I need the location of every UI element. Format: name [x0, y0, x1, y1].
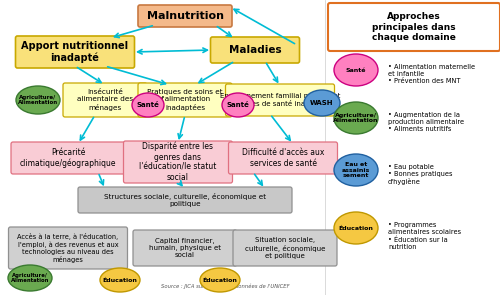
Text: Eau et
assainis
sement: Eau et assainis sement — [342, 162, 370, 178]
Ellipse shape — [16, 86, 60, 114]
FancyBboxPatch shape — [228, 142, 338, 174]
Ellipse shape — [334, 54, 378, 86]
FancyBboxPatch shape — [328, 3, 500, 51]
Text: Environnement familial malsain et
services de santé inadaptés: Environnement familial malsain et servic… — [220, 93, 340, 107]
Text: Agriculture/
Alimentation: Agriculture/ Alimentation — [333, 113, 379, 123]
FancyBboxPatch shape — [63, 83, 147, 117]
Text: Pratiques de soins et
d'alimentation
inadaptées: Pratiques de soins et d'alimentation ina… — [147, 89, 223, 111]
FancyBboxPatch shape — [133, 230, 237, 266]
Text: Structures sociale, culturelle, économique et
politique: Structures sociale, culturelle, économiq… — [104, 193, 266, 207]
Ellipse shape — [334, 102, 378, 134]
Text: WASH: WASH — [310, 100, 334, 106]
Text: Maladies: Maladies — [228, 45, 281, 55]
Text: • Eau potable
• Bonnes pratiques
d'hygiène: • Eau potable • Bonnes pratiques d'hygiè… — [388, 164, 452, 185]
Text: Source : JICA sur la base de données de l'UNICEF: Source : JICA sur la base de données de … — [162, 283, 290, 289]
Text: Santé: Santé — [346, 68, 366, 73]
Text: • Augmentation de la
production alimentaire
• Aliments nutritifs: • Augmentation de la production alimenta… — [388, 112, 464, 132]
FancyBboxPatch shape — [78, 187, 292, 213]
Ellipse shape — [100, 268, 140, 292]
Text: Agriculture/
Alimentation: Agriculture/ Alimentation — [18, 95, 58, 105]
Text: Accès à la terre, à l'éducation,
l'emploi, à des revenus et aux
technologies au : Accès à la terre, à l'éducation, l'emplo… — [18, 233, 118, 263]
FancyBboxPatch shape — [138, 83, 232, 117]
Ellipse shape — [200, 268, 240, 292]
FancyBboxPatch shape — [210, 37, 300, 63]
Text: Difficulté d'accès aux
services de santé: Difficulté d'accès aux services de santé — [242, 148, 324, 168]
Text: Santé: Santé — [136, 102, 160, 108]
FancyBboxPatch shape — [8, 227, 128, 269]
Text: Santé: Santé — [226, 102, 250, 108]
Ellipse shape — [304, 90, 340, 116]
Text: Éducation: Éducation — [102, 278, 138, 283]
Text: Agriculture/
Alimentation: Agriculture/ Alimentation — [11, 273, 49, 283]
Text: Apport nutritionnel
inadapté: Apport nutritionnel inadapté — [22, 41, 128, 63]
Ellipse shape — [334, 212, 378, 244]
Text: Situation sociale,
culturelle, économique
et politique: Situation sociale, culturelle, économiqu… — [245, 237, 325, 259]
Text: Éducation: Éducation — [338, 225, 374, 230]
Text: Disparité entre les
genres dans
l'éducation/le statut
social: Disparité entre les genres dans l'éducat… — [140, 142, 216, 182]
FancyBboxPatch shape — [124, 141, 232, 183]
Text: • Programmes
alimentaires scolaires
• Éducation sur la
nutrition: • Programmes alimentaires scolaires • Éd… — [388, 222, 461, 250]
Ellipse shape — [222, 93, 254, 117]
FancyBboxPatch shape — [11, 142, 125, 174]
Text: Approches
principales dans
chaque domaine: Approches principales dans chaque domain… — [372, 12, 456, 42]
FancyBboxPatch shape — [16, 36, 134, 68]
FancyBboxPatch shape — [226, 84, 334, 116]
Ellipse shape — [334, 154, 378, 186]
Text: Précarité
climatique/géographique: Précarité climatique/géographique — [20, 148, 116, 168]
FancyBboxPatch shape — [138, 5, 232, 27]
Text: • Alimentation maternelle
et infantile
• Prévention des MNT: • Alimentation maternelle et infantile •… — [388, 64, 475, 84]
Ellipse shape — [132, 93, 164, 117]
Ellipse shape — [8, 265, 52, 291]
Text: Éducation: Éducation — [202, 278, 237, 283]
Text: Capital financier,
humain, physique et
social: Capital financier, humain, physique et s… — [149, 238, 221, 258]
FancyBboxPatch shape — [233, 230, 337, 266]
Text: Insécurité
alimentaire des
ménages: Insécurité alimentaire des ménages — [77, 89, 133, 111]
Text: Malnutrition: Malnutrition — [146, 11, 224, 21]
